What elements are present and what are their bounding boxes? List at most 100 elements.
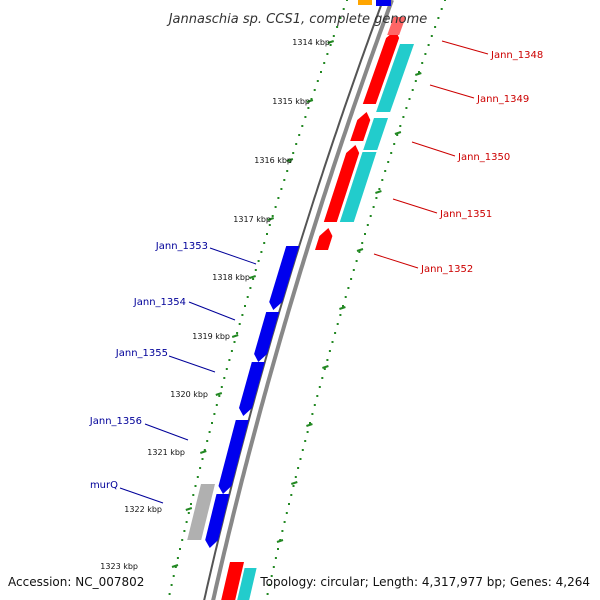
gc-dot-inner — [196, 476, 199, 478]
gc-dot-inner — [228, 359, 231, 361]
gc-dot-outer — [390, 152, 393, 154]
gc-dot-outer — [361, 242, 364, 244]
gene-label-murq[interactable]: murQ — [90, 480, 118, 491]
tick-mark — [339, 306, 346, 310]
gc-dot-inner — [271, 215, 274, 217]
gc-dot-inner — [298, 134, 301, 136]
gc-dot-inner — [190, 503, 192, 505]
gene-label-jann-1350[interactable]: Jann_1350 — [457, 152, 510, 163]
gc-dot-outer — [328, 350, 331, 352]
tick-label: 1319 kbp — [192, 332, 230, 341]
gene-fragment-red-bottom — [221, 562, 244, 600]
gc-dot-outer — [375, 197, 378, 199]
gc-dot-outer — [396, 134, 399, 136]
gc-dot-outer — [411, 89, 414, 91]
gc-dot-outer — [318, 386, 321, 388]
gc-dot-outer — [350, 278, 353, 280]
gene-arrow-murq — [205, 494, 230, 548]
gc-dot-outer — [378, 188, 381, 190]
tick-label: 1317 kbp — [233, 215, 271, 224]
tick-label: 1315 kbp — [272, 97, 310, 106]
gene-label-jann-1353[interactable]: Jann_1353 — [155, 241, 208, 252]
tick-marks — [171, 40, 422, 568]
gc-dot-outer — [387, 161, 390, 163]
leader-line-forward — [392, 198, 438, 214]
gc-dot-inner — [263, 242, 266, 244]
gc-dot-inner — [206, 440, 209, 442]
gc-dot-inner — [187, 512, 190, 514]
feature-block-grey — [187, 484, 215, 540]
gc-dot-outer — [352, 269, 355, 271]
gc-dot-outer — [437, 17, 440, 19]
genome-backbone — [203, 0, 394, 600]
gene-label-jann-1355[interactable]: Jann_1355 — [115, 348, 168, 359]
gc-dot-outer — [274, 557, 277, 559]
gc-dot-inner — [213, 413, 216, 415]
gc-dot-inner — [301, 125, 304, 127]
leader-line-reverse — [144, 423, 189, 441]
tick-mark — [249, 275, 257, 279]
gc-dot-outer — [281, 530, 284, 532]
gc-dot-inner — [280, 188, 283, 190]
gc-skew-dot-tracks — [168, 0, 446, 595]
tick-mark — [375, 190, 382, 194]
gc-dot-inner — [225, 368, 228, 370]
gc-dot-inner — [289, 161, 292, 163]
gc-dot-inner — [223, 377, 226, 379]
forward-gene-labels: Jann_1348 Jann_1349 Jann_1350 Jann_1351 … — [420, 50, 543, 275]
gene-label-jann-1356[interactable]: Jann_1356 — [89, 416, 142, 427]
gc-dot-outer — [414, 80, 417, 82]
gene-label-jann-1348[interactable]: Jann_1348 — [490, 50, 543, 61]
gc-dot-outer — [444, 0, 446, 1]
leader-line-reverse — [209, 247, 257, 265]
gc-dot-outer — [347, 287, 350, 289]
gc-dot-inner — [323, 62, 326, 64]
gene-label-jann-1352[interactable]: Jann_1352 — [420, 264, 473, 275]
tick-label: 1314 kbp — [292, 38, 330, 47]
tick-label: 1321 kbp — [147, 448, 185, 457]
gc-dot-outer — [283, 521, 286, 523]
gc-dot-inner — [329, 44, 332, 46]
gc-dot-inner — [241, 314, 244, 316]
gc-dot-inner — [310, 98, 313, 100]
gc-dot-outer — [344, 296, 347, 298]
feature-block-jann-1351 — [339, 152, 377, 222]
gc-dot-outer — [321, 377, 324, 379]
gene-label-jann-1351[interactable]: Jann_1351 — [439, 209, 492, 220]
gc-dot-inner — [174, 566, 177, 568]
gc-dot-inner — [295, 143, 298, 145]
leader-line-reverse — [188, 301, 236, 321]
gc-dot-outer — [384, 170, 387, 172]
tick-labels: 1314 kbp 1315 kbp 1316 kbp 1317 kbp 1318… — [100, 38, 330, 571]
gc-dot-outer — [434, 26, 437, 28]
reverse-gene-labels: Jann_1353 Jann_1354 Jann_1355 Jann_1356 … — [89, 241, 208, 491]
gc-dot-outer — [268, 584, 271, 586]
gc-dot-inner — [199, 467, 202, 469]
feature-block-jann-1350 — [363, 118, 388, 150]
gc-dot-outer — [288, 503, 290, 505]
gc-dot-outer — [440, 8, 443, 10]
gc-dot-outer — [355, 260, 358, 262]
tick-mark — [356, 248, 364, 252]
tick-mark — [290, 481, 298, 485]
gc-dot-inner — [246, 296, 249, 298]
tick-mark — [215, 392, 223, 396]
gene-arrow-jann-1348 — [362, 30, 400, 104]
gc-dot-outer — [421, 62, 424, 64]
gc-dot-inner — [218, 395, 221, 397]
leader-line-reverse — [119, 487, 164, 504]
gene-label-jann-1354[interactable]: Jann_1354 — [133, 297, 186, 308]
tick-mark — [185, 507, 193, 511]
gc-dot-outer — [323, 368, 326, 370]
gc-dot-inner — [292, 152, 295, 154]
gc-dot-inner — [254, 269, 257, 271]
gene-label-jann-1349[interactable]: Jann_1349 — [476, 94, 529, 105]
accession-text: Accession: NC_007802 — [8, 575, 144, 589]
gene-fragment-blue — [376, 0, 391, 6]
topology-text: Topology: circular; Length: 4,317,977 bp… — [259, 575, 590, 589]
leader-line-forward — [441, 40, 489, 55]
tick-mark — [306, 99, 314, 103]
gc-dot-inner — [168, 593, 171, 595]
gc-dot-inner — [316, 80, 319, 82]
gc-dot-inner — [183, 530, 186, 532]
